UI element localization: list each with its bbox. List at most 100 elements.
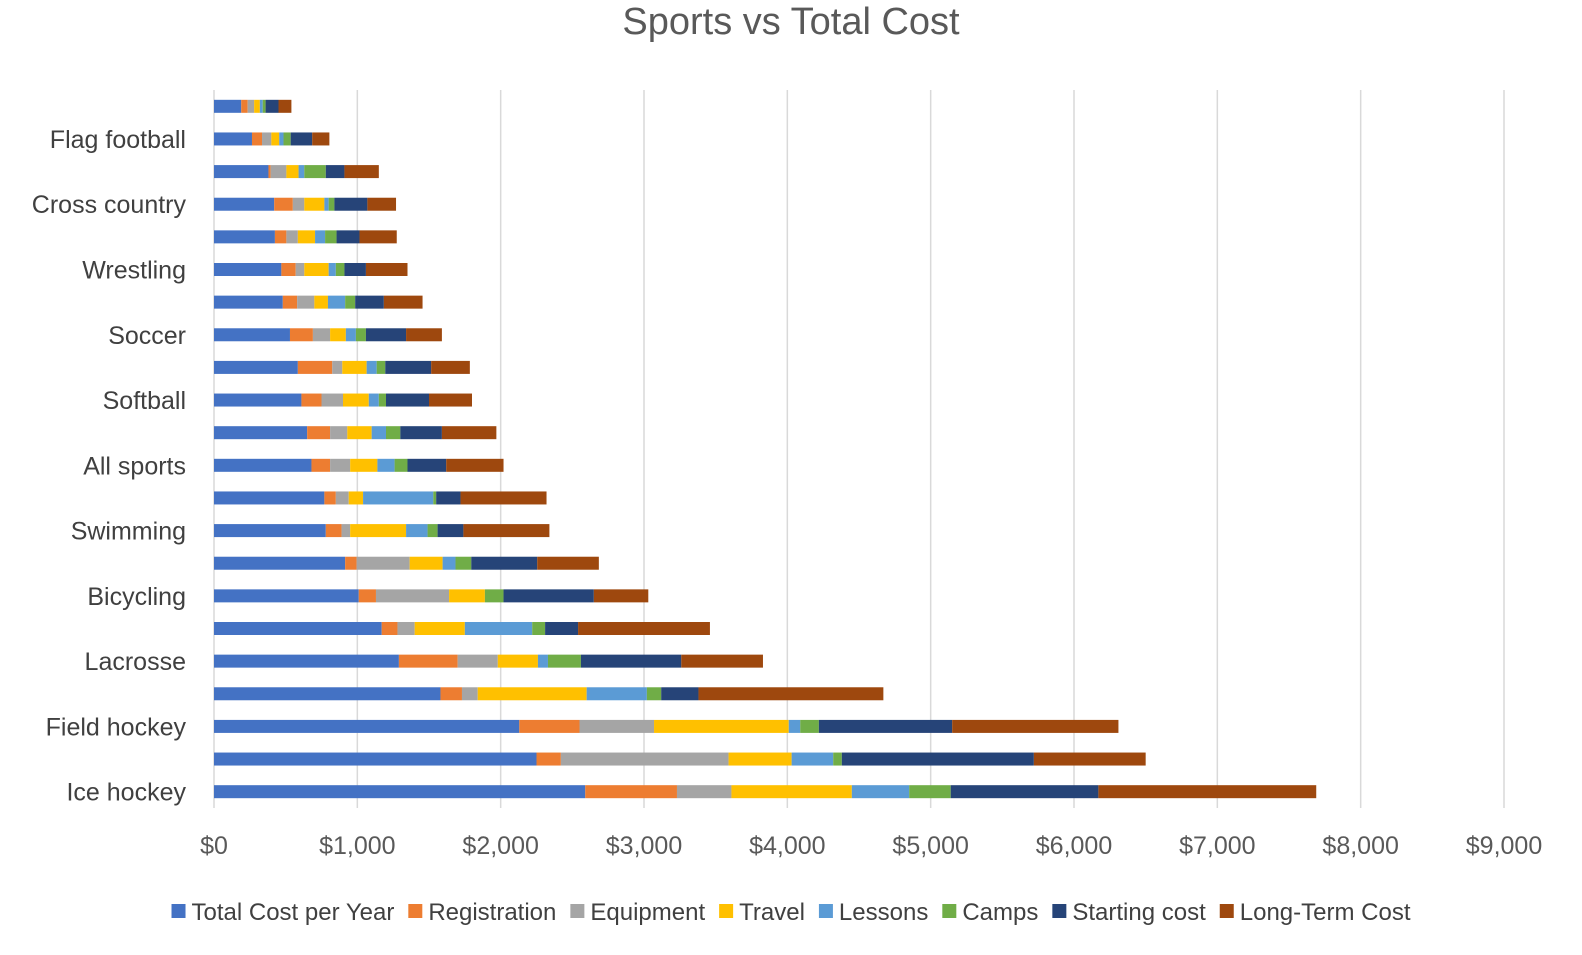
bar-segment-travel [414,622,465,635]
bar-segment-long-term-cost [367,197,397,211]
bar-segment-total-cost-per-year [214,360,298,374]
bar-segment-total-cost-per-year [214,426,308,440]
bar-segment-lessons [279,132,284,146]
bar-segment-camps [283,132,291,146]
bar-segment-travel [304,197,325,211]
x-tick-label: $9,000 [1466,832,1542,860]
bar-segment-registration [274,197,293,211]
bar-segment-equipment [270,165,287,179]
bar-segment-starting-cost [580,654,682,668]
bar-segment-total-cost-per-year [214,132,252,146]
bar-segment-travel [348,491,364,505]
bar-segment-travel [477,687,587,701]
bar-segment-long-term-cost [383,295,423,309]
bar-segment-travel [347,426,372,440]
bar-segment-travel [314,295,328,309]
bar-segment-lessons [328,263,336,276]
bar-segment-travel [342,360,367,374]
bar-segment-camps [378,393,386,407]
bar-segment-equipment [330,426,348,440]
legend-swatch-starting-cost [1052,904,1067,918]
legend-swatch-lessons [818,904,833,918]
bar-segment-lessons [315,230,326,244]
bar-segment-long-term-cost [1098,785,1317,799]
bar-segment-registration [289,328,313,342]
bar-segment-registration [324,491,336,505]
bar-segment-total-cost-per-year [214,263,282,276]
bar-segment-lessons [464,622,533,635]
bar-segment-starting-cost [265,99,279,113]
bar-segment-total-cost-per-year [214,654,399,668]
bar-segment-registration [345,556,357,570]
bar-segment-total-cost-per-year [214,99,242,113]
bar-segment-registration [297,360,333,374]
bar-segment-travel [728,752,792,766]
bar-segment-total-cost-per-year [214,197,275,211]
x-tick-label: $8,000 [1322,832,1398,860]
bar-segment-long-term-cost [406,328,442,342]
bar-segment-registration [358,589,376,603]
legend-swatch-equipment [570,904,585,918]
x-tick-label: $1,000 [319,832,395,860]
bar-segment-registration [307,426,331,440]
bar-segment-starting-cost [400,426,442,440]
bar-segment-total-cost-per-year [214,687,441,701]
bar-segment-lessons [371,426,386,440]
bar-segment-camps [532,622,546,635]
bar-segment-registration [311,458,331,472]
x-tick-label: $6,000 [1036,832,1112,860]
bar-segment-total-cost-per-year [214,165,269,179]
bar-segment-equipment [262,132,272,146]
bar-segment-travel [350,458,378,472]
legend-label-camps: Camps [962,899,1038,926]
legend: Total Cost per Year Registration Equipment… [171,899,1411,926]
bar-segment-long-term-cost [578,622,710,635]
bar-segment-registration [281,263,296,276]
legend-swatch-travel [719,904,734,918]
legend-label-long-term-cost: Long-Term Cost [1240,899,1411,926]
bar-segment-camps [455,556,472,570]
bar-segment-camps [355,328,366,342]
legend-swatch-registration [408,904,423,918]
bar-segment-lessons [366,360,377,374]
bar-segment-total-cost-per-year [214,524,326,538]
category-label: Soccer [108,322,186,350]
bar-segment-camps [386,426,401,440]
x-tick-label: $2,000 [462,832,538,860]
bar-segment-equipment [332,360,343,374]
bar-segment-camps [394,458,408,472]
bar-segment-lessons [788,719,801,733]
bar-segment-long-term-cost [952,719,1119,733]
bar-segment-camps [547,654,581,668]
bar-segment-total-cost-per-year [214,393,302,407]
bar-segment-registration [585,785,677,799]
bar-segment-starting-cost [545,622,579,635]
bar-segment-registration [440,687,462,701]
bar-segment-camps [484,589,504,603]
category-label: All sports [83,452,186,480]
bar-segment-travel [254,99,260,113]
bar-segment-lessons [791,752,834,766]
bar-segment-starting-cost [950,785,1099,799]
bar-segment-equipment [461,687,478,701]
gridlines [213,90,1505,808]
bar-segment-long-term-cost [359,230,397,244]
bar-segment-lessons [406,524,428,538]
bar-segment-lessons [345,328,356,342]
bar-segment-starting-cost [503,589,594,603]
bar-segment-lessons [368,393,379,407]
bar-segment-starting-cost [325,165,345,179]
x-tick-label: $3,000 [606,832,682,860]
bar-segment-travel [350,524,407,538]
bar-segment-total-cost-per-year [214,295,283,309]
bar-segment-starting-cost [290,132,313,146]
bar-segment-total-cost-per-year [214,328,290,342]
bar-segment-long-term-cost [460,491,547,505]
legend-label-registration: Registration [428,899,556,926]
bar-segment-travel [297,230,316,244]
legend-label-starting-cost: Starting cost [1072,899,1206,926]
bar-segment-travel [449,589,485,603]
category-label: Flag football [50,126,186,154]
bar-segment-long-term-cost [344,165,379,179]
